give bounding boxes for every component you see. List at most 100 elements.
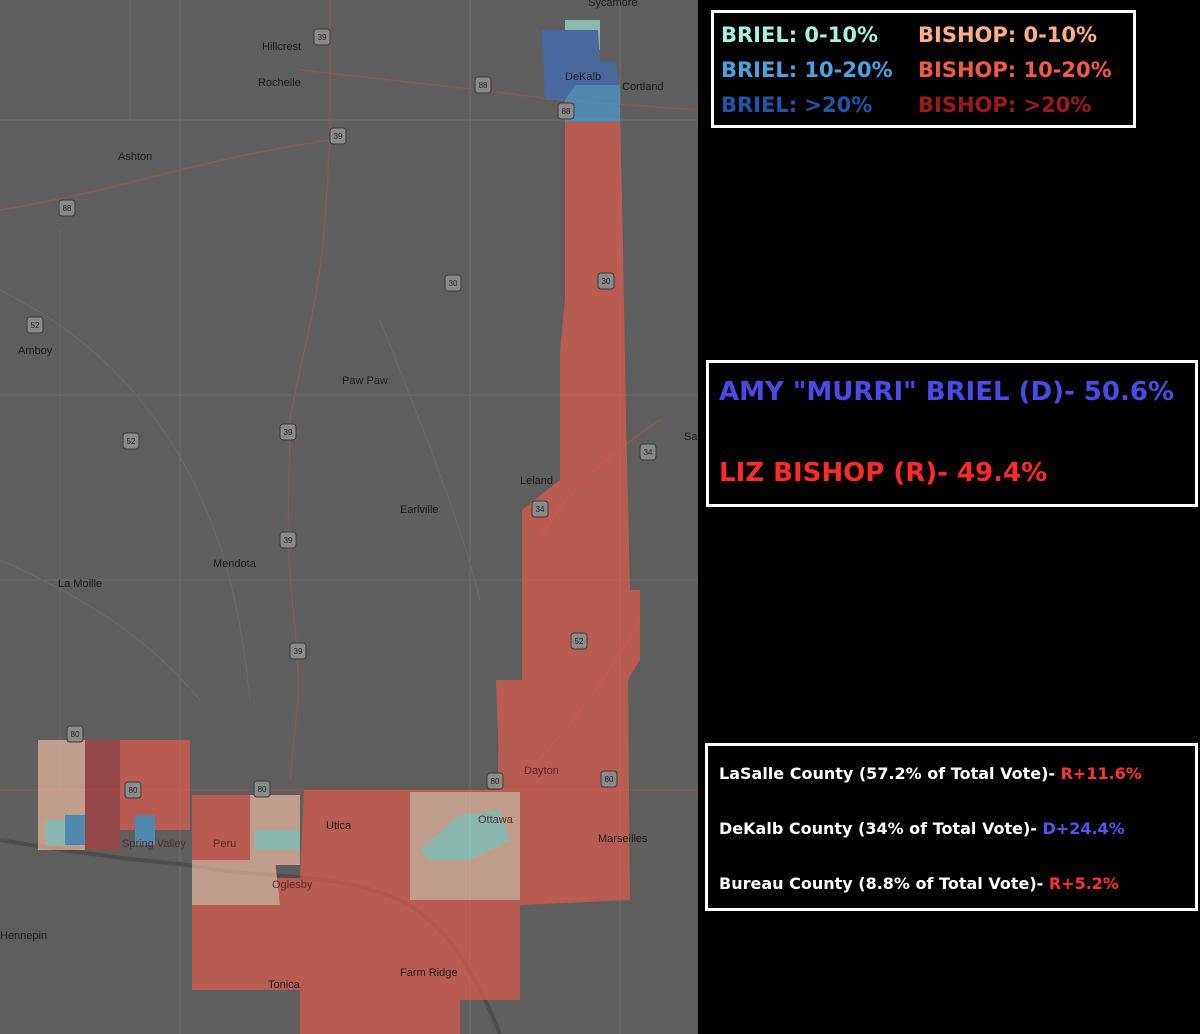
highway-shield-number: 39 [294, 647, 303, 656]
place-label: Rochelle [258, 77, 301, 89]
precinct-bishop-gt20 [85, 740, 120, 850]
highway-shield-icon: 88 [58, 199, 76, 217]
highway-shield-number: 88 [63, 204, 72, 213]
place-label: Ottawa [478, 814, 514, 826]
highway-shield-number: 30 [602, 277, 611, 286]
precinct-bishop-10-20 [498, 752, 555, 790]
map-canvas: 39 88 39 88 88 30 30 52 52 39 34 34 39 39 52 80 80 80 80 80… [0, 0, 698, 1034]
place-label: Tonica [268, 979, 301, 991]
dem-result: AMY "MURRI" BRIEL (D)- 50.6% [719, 377, 1174, 407]
legend-item-bishop-0-10: BISHOP: 0-10% [918, 23, 1098, 47]
highway-shield-icon: 88 [557, 102, 575, 120]
place-label: Hillcrest [262, 41, 301, 53]
county-margin: R+11.6% [1060, 764, 1142, 783]
highway-shield-icon: 30 [597, 272, 615, 290]
highway-shield-icon: 34 [531, 500, 549, 518]
place-label: Sa [684, 431, 698, 443]
precinct-briel-10-20 [135, 815, 155, 845]
place-label: Utica [326, 820, 352, 832]
place-label: Oglesby [272, 879, 313, 891]
highway-shield-icon: 30 [444, 274, 462, 292]
place-label: Farm Ridge [400, 967, 457, 979]
highway-shield-icon: 39 [289, 642, 307, 660]
highway-shield-icon: 34 [639, 443, 657, 461]
highway-shield-number: 39 [284, 428, 293, 437]
place-label: Dayton [524, 765, 559, 777]
highway-shields: 39 88 39 88 88 30 30 52 52 39 34 34 39 39 52 80 80 80 80 80 [26, 28, 657, 799]
highway-shield-number: 80 [605, 775, 614, 784]
place-label: Earlville [400, 504, 439, 516]
highway-shield-icon: 39 [279, 531, 297, 549]
highway-shield-number: 80 [71, 730, 80, 739]
minor-roads [0, 0, 481, 790]
place-label: DeKalb [565, 71, 601, 83]
county-margin: R+5.2% [1048, 874, 1119, 893]
highway-shield-number: 39 [284, 536, 293, 545]
highway-shield-icon: 80 [253, 780, 271, 798]
precinct-bishop-10-20 [192, 795, 250, 880]
legend-item-bishop-gt20: BISHOP: >20% [918, 93, 1092, 117]
precinct-briel-10-20 [65, 815, 85, 845]
highway-shield-icon: 39 [279, 423, 297, 441]
county-result: LaSalle County (57.2% of Total Vote)- R+… [719, 764, 1142, 783]
legend-item-bishop-10-20: BISHOP: 10-20% [918, 58, 1112, 82]
county-margin: D+24.4% [1042, 819, 1125, 838]
highway-shield-icon: 80 [124, 781, 142, 799]
highway-shield-number: 52 [31, 321, 40, 330]
place-label: Leland [520, 475, 553, 487]
highway-shield-icon: 52 [26, 316, 44, 334]
highway-shield-icon: 80 [600, 770, 618, 788]
highway-shield-number: 52 [575, 637, 584, 646]
precinct-bishop-0-10 [192, 860, 280, 905]
county-result: DeKalb County (34% of Total Vote)- D+24.… [719, 819, 1125, 838]
highway-shield-number: 80 [258, 785, 267, 794]
highway-shield-icon: 88 [474, 76, 492, 94]
legend-item-briel-gt20: BRIEL: >20% [721, 93, 873, 117]
place-label: La Moille [58, 578, 102, 590]
precinct-briel-0-10 [45, 820, 65, 845]
highway-shield-icon: 80 [486, 772, 504, 790]
precinct-bishop-10-20 [192, 120, 640, 1034]
place-label: Cortland [622, 81, 664, 93]
place-label: Sycamore [588, 0, 638, 9]
legend: BRIEL: 0-10% BRIEL: 10-20% BRIEL: >20% B… [711, 10, 1136, 128]
highway-shield-number: 88 [562, 107, 571, 116]
precinct-briel-0-10 [420, 810, 510, 860]
highway-shield-number: 34 [644, 448, 653, 457]
place-label: Paw Paw [342, 375, 388, 387]
highway-shield-number: 39 [318, 33, 327, 42]
precinct-briel-10-20 [565, 85, 620, 122]
precinct-briel-0-10 [255, 830, 300, 850]
legend-item-briel-10-20: BRIEL: 10-20% [721, 58, 893, 82]
highway-shield-number: 80 [129, 786, 138, 795]
results-panel: AMY "MURRI" BRIEL (D)- 50.6% LIZ BISHOP … [706, 360, 1198, 507]
highway-shield-number: 80 [491, 777, 500, 786]
highway-shield-icon: 80 [66, 725, 84, 743]
county-label: DeKalb County (34% of Total Vote)- [719, 819, 1043, 838]
highway-shield-number: 52 [127, 437, 136, 446]
place-label: Amboy [18, 345, 53, 357]
county-results-panel: LaSalle County (57.2% of Total Vote)- R+… [705, 743, 1198, 911]
highway-shield-icon: 52 [570, 632, 588, 650]
precinct-briel-gt20 [542, 30, 620, 100]
legend-item-briel-0-10: BRIEL: 0-10% [721, 23, 879, 47]
place-label: Mendota [213, 558, 257, 570]
highway-shield-number: 39 [334, 132, 343, 141]
highway-shield-number: 30 [449, 279, 458, 288]
district-map[interactable]: 39 88 39 88 88 30 30 52 52 39 34 34 39 39 52 80 80 80 80 80… [0, 0, 698, 1034]
place-label: Ashton [118, 151, 152, 163]
district-precincts [38, 20, 640, 1034]
highway-shield-icon: 52 [122, 432, 140, 450]
county-label: LaSalle County (57.2% of Total Vote)- [719, 764, 1061, 783]
place-label: Spring Valley [122, 838, 186, 850]
place-label: Marseilles [598, 833, 648, 845]
place-labels: Sycamore Hillcrest Rochelle DeKalb Cortl… [0, 0, 698, 991]
highway-shield-icon: 39 [329, 127, 347, 145]
rep-result: LIZ BISHOP (R)- 49.4% [719, 458, 1048, 488]
highway-shield-number: 34 [536, 505, 545, 514]
precinct-bishop-10-20 [120, 740, 190, 830]
highway-shield-number: 88 [479, 81, 488, 90]
county-result: Bureau County (8.8% of Total Vote)- R+5.… [719, 874, 1119, 893]
place-label: Peru [213, 838, 236, 850]
county-label: Bureau County (8.8% of Total Vote)- [719, 874, 1049, 893]
